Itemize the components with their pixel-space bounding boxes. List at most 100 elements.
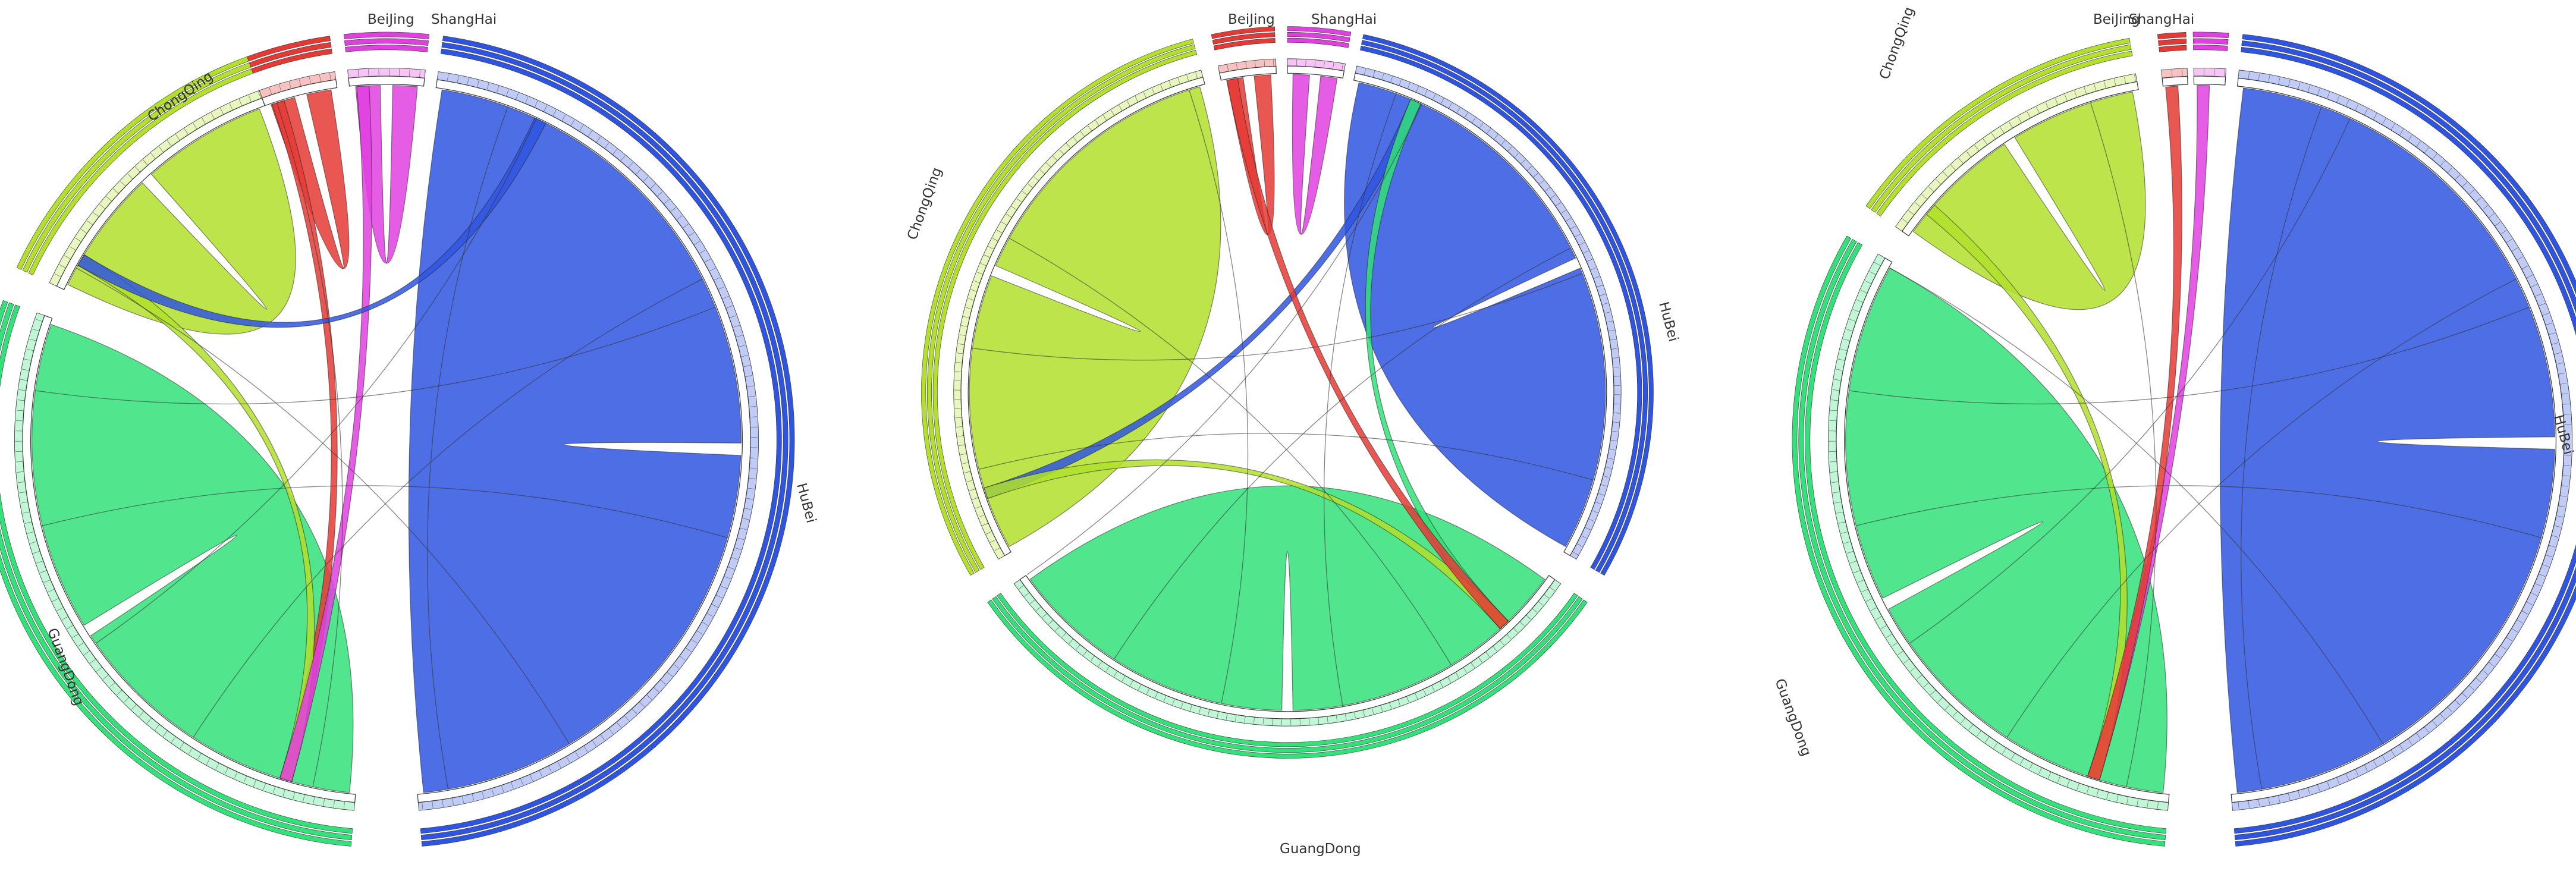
tick-mark [2074, 90, 2077, 98]
tick-mark [2559, 495, 2567, 497]
tick-mark [2307, 787, 2310, 795]
tick-mark [124, 697, 130, 703]
tick-mark [715, 595, 722, 599]
tick-mark [248, 95, 252, 102]
tick-mark [2336, 96, 2340, 103]
tick-mark [215, 763, 219, 770]
ribbon-hubei-hubei [2219, 87, 2555, 793]
shanghai-outer-track [1287, 26, 1352, 37]
tick-mark [1318, 717, 1319, 724]
tick-mark [2355, 104, 2359, 111]
tick-mark [1372, 71, 1375, 78]
tick-mark [1565, 218, 1572, 222]
hubei-arc [417, 71, 759, 811]
tick-mark [15, 420, 23, 422]
tick-mark [954, 408, 962, 409]
tick-mark [1538, 601, 1544, 606]
tick-mark [1355, 67, 1357, 74]
tick-mark [976, 272, 984, 275]
tick-mark [2424, 727, 2429, 733]
tick-mark [1143, 92, 1147, 99]
group-arcs [0, 32, 795, 847]
tick-mark [1061, 632, 1067, 638]
tick-mark [992, 238, 998, 241]
tick-mark [1572, 551, 1578, 555]
tick-mark [998, 555, 1005, 559]
tick-mark [323, 798, 325, 806]
tick-mark [1146, 688, 1150, 694]
tick-mark [701, 621, 708, 626]
tick-mark [1601, 303, 1609, 305]
tick-mark [313, 796, 315, 804]
tick-mark [711, 603, 718, 608]
tick-mark [994, 547, 1001, 551]
tick-mark [442, 799, 444, 807]
tick-mark [1836, 369, 1843, 371]
tick-mark [534, 100, 538, 108]
tick-mark [17, 400, 25, 401]
tick-mark [2137, 798, 2139, 806]
tick-mark [690, 639, 698, 644]
tick-mark [1455, 672, 1459, 678]
tick-mark [2124, 76, 2126, 84]
shanghai-outer-track [343, 32, 430, 40]
tick-mark [1432, 94, 1436, 100]
thin-link [1323, 93, 1397, 706]
tick-mark [747, 488, 755, 489]
tick-mark [574, 751, 579, 758]
tick-mark [1121, 675, 1126, 682]
tick-mark [2373, 760, 2377, 767]
guangdong-outer-track [0, 302, 353, 840]
tick-mark [1840, 348, 1848, 351]
tick-mark [496, 86, 500, 93]
tick-mark [1042, 613, 1048, 618]
tick-mark [643, 176, 649, 182]
tick-mark [2382, 754, 2386, 762]
tick-mark [135, 166, 140, 172]
tick-mark [2454, 700, 2460, 706]
tick-mark [1908, 210, 1915, 215]
tick-mark [106, 196, 112, 202]
tick-mark [357, 70, 359, 77]
tick-mark [2084, 87, 2087, 95]
tick-mark [193, 123, 197, 130]
tick-mark [963, 316, 970, 318]
tick-mark [720, 585, 727, 589]
tick-mark [109, 682, 115, 688]
tick-mark [103, 674, 109, 680]
tick-mark [699, 250, 706, 254]
tick-mark [1333, 62, 1334, 70]
tick-mark [1083, 650, 1088, 656]
tick-mark [127, 174, 133, 180]
tick-mark [2036, 106, 2040, 114]
tick-mark [738, 345, 746, 347]
tick-mark [1595, 501, 1601, 505]
tick-mark [2558, 373, 2566, 375]
tick-mark [2298, 82, 2301, 90]
tick-mark [1560, 210, 1566, 214]
label-guangdong: GuangDong [1771, 677, 1814, 758]
tick-mark [969, 489, 976, 491]
tick-mark [959, 444, 966, 446]
tick-mark [1431, 685, 1435, 691]
tick-mark [2399, 129, 2404, 136]
tick-mark [2010, 753, 2015, 760]
tick-mark [980, 263, 987, 266]
tick-mark [743, 365, 750, 367]
tick-mark [1555, 202, 1561, 206]
tick-mark [1053, 156, 1058, 161]
tick-mark [511, 781, 514, 789]
tick-mark [2564, 455, 2571, 456]
tick-mark [748, 477, 756, 479]
tick-mark [2106, 792, 2109, 800]
tick-mark [32, 329, 40, 332]
tick-mark [175, 134, 180, 141]
ribbon-shanghai-guangdong [279, 85, 372, 782]
tick-mark [2454, 174, 2460, 180]
tick-mark [2399, 744, 2404, 751]
tick-mark [682, 224, 689, 228]
tick-mark [1479, 122, 1484, 129]
tick-mark [1380, 705, 1383, 712]
tick-mark [2506, 238, 2512, 243]
tick-mark [1952, 711, 1958, 717]
